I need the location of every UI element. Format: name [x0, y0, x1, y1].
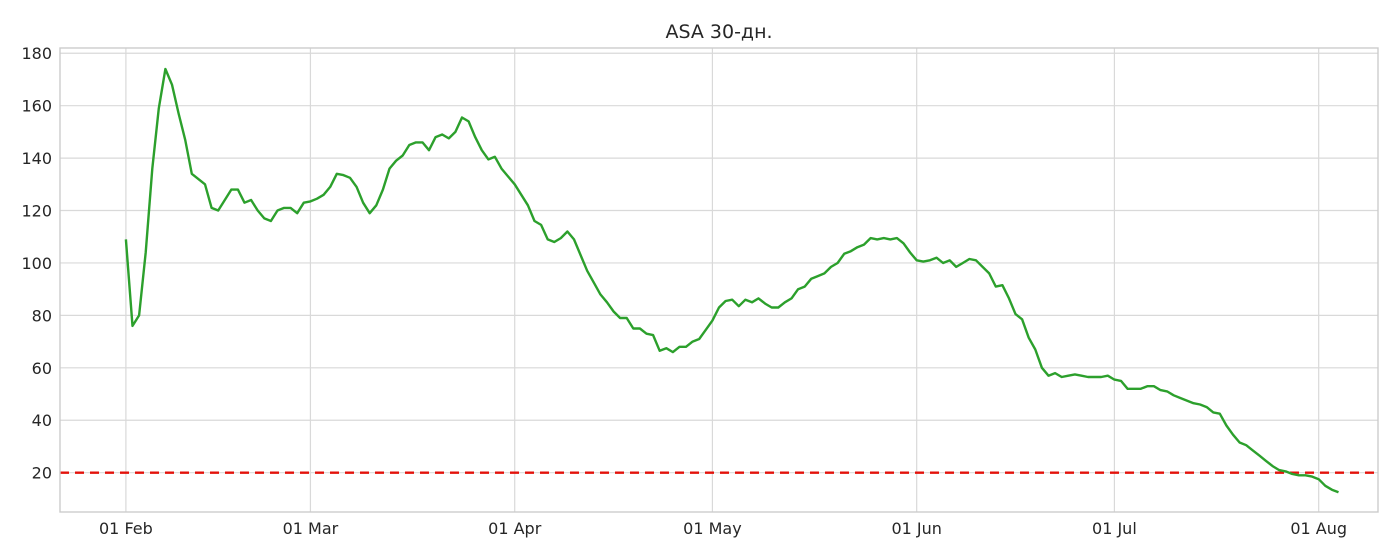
x-tick-label: 01 May	[683, 519, 742, 538]
chart-title: ASA 30-дн.	[665, 21, 772, 43]
grid	[60, 48, 1378, 512]
y-tick-label: 60	[32, 359, 52, 378]
y-tick-label: 140	[21, 149, 52, 168]
y-tick-label: 40	[32, 411, 52, 430]
y-tick-label: 20	[32, 464, 52, 483]
series-line	[124, 67, 1339, 494]
x-tick-label: 01 Feb	[99, 519, 153, 538]
plot-frame	[59, 47, 1379, 513]
x-tick-label: 01 Mar	[283, 519, 339, 538]
x-tick-label: 01 Apr	[488, 519, 542, 538]
y-tick-label: 120	[21, 202, 52, 221]
x-axis-ticks: 01 Feb 01 Mar 01 Apr 01 May 01 Jun 01 Jul 01 A…	[99, 519, 1347, 538]
y-tick-label: 160	[21, 97, 52, 116]
series-layer	[124, 67, 1339, 494]
x-tick-label: 01 Jul	[1092, 519, 1137, 538]
x-tick-label: 01 Aug	[1290, 519, 1347, 538]
y-tick-label: 100	[21, 254, 52, 273]
x-tick-label: 01 Jun	[891, 519, 941, 538]
y-tick-label: 80	[32, 306, 52, 325]
y-tick-label: 180	[21, 44, 52, 63]
y-axis-ticks: 20 40 60 80 100 120 140 160 180	[21, 44, 52, 482]
